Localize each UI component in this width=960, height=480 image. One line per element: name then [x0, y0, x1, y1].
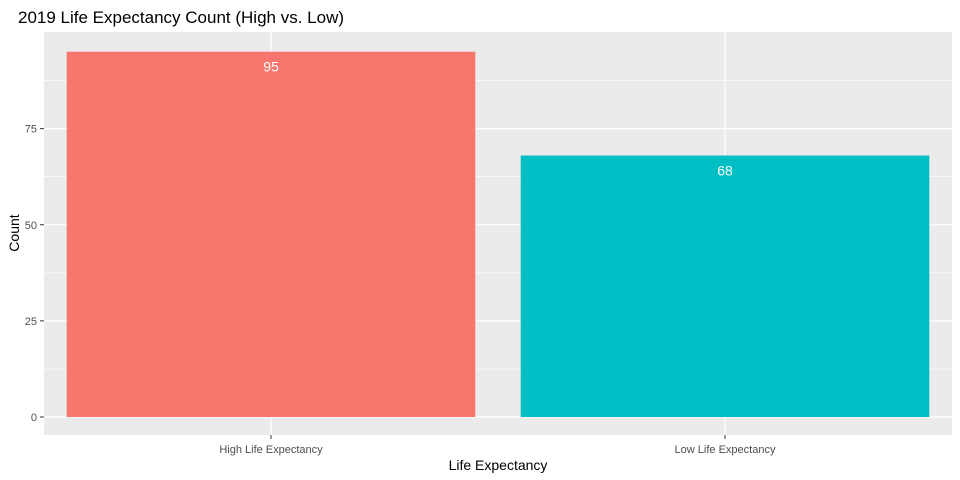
y-tick-label: 25 — [25, 316, 37, 328]
y-tick-label: 0 — [31, 412, 37, 424]
x-axis: High Life Expectancy Low Life Expectancy — [219, 435, 776, 456]
y-axis-title: Count — [6, 214, 22, 251]
bar-data-label: 95 — [263, 59, 279, 75]
y-tick-label: 75 — [25, 124, 37, 136]
y-axis: 0 25 50 75 — [25, 124, 44, 424]
x-tick-label: Low Life Expectancy — [675, 444, 776, 456]
x-tick-label: High Life Expectancy — [219, 444, 323, 456]
y-tick-label: 50 — [25, 220, 37, 232]
bar — [521, 156, 930, 417]
x-axis-title: Life Expectancy — [449, 457, 548, 473]
chart-title: 2019 Life Expectancy Count (High vs. Low… — [18, 8, 344, 27]
bar-data-label: 68 — [717, 163, 733, 179]
bar — [67, 52, 476, 417]
